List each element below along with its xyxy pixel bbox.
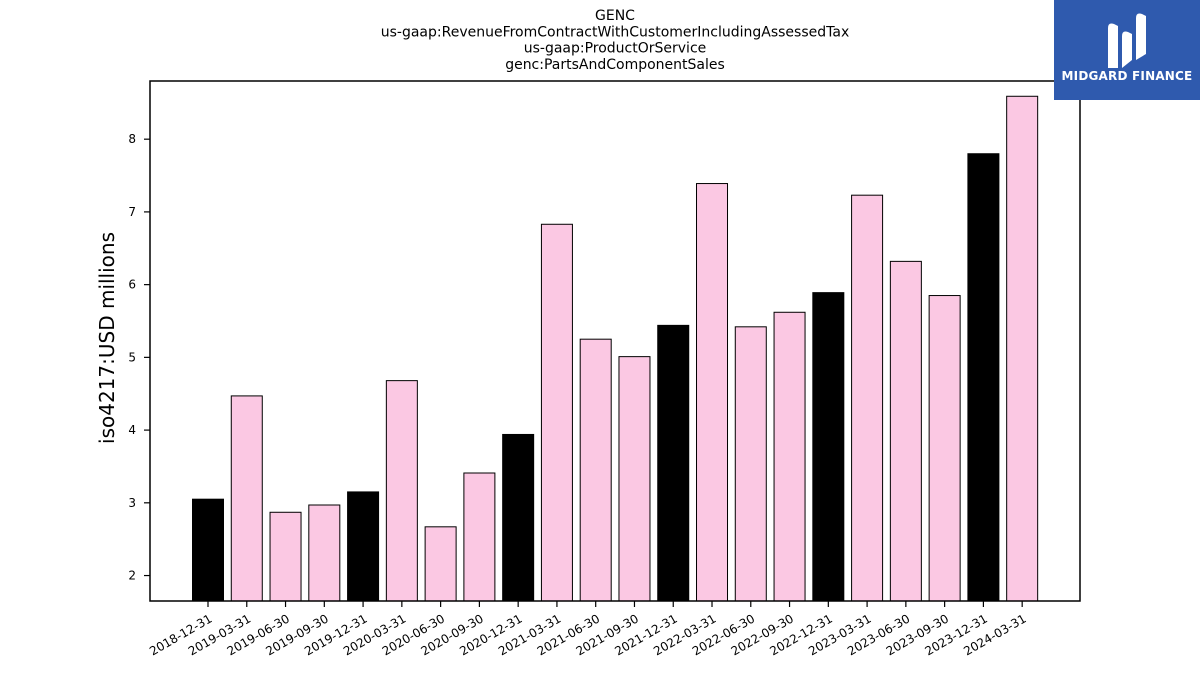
bar [230, 395, 263, 602]
bar [308, 504, 341, 602]
y-tick-label: 5 [128, 350, 136, 364]
bar [269, 511, 302, 602]
title-line: us-gaap:ProductOrService [524, 41, 707, 57]
bar [192, 498, 224, 602]
plot-frame [149, 80, 1081, 602]
bar [967, 153, 1000, 602]
bar [424, 526, 457, 602]
y-tick-label: 7 [128, 205, 136, 219]
bar [1006, 95, 1039, 602]
y-tick-label: 4 [128, 423, 136, 437]
bar [812, 292, 845, 602]
title-line: us-gaap:RevenueFromContractWithCustomerI… [381, 24, 850, 40]
bar [851, 194, 884, 602]
bar [347, 491, 380, 602]
bar [502, 433, 535, 602]
bar [540, 223, 573, 602]
y-tick-label: 2 [128, 569, 136, 583]
bar [889, 260, 922, 602]
title-line: GENC [595, 8, 635, 24]
chart-title: GENCus-gaap:RevenueFromContractWithCusto… [381, 8, 850, 73]
bar [385, 380, 418, 602]
y-tick-label: 8 [128, 132, 136, 146]
y-tick-label: 6 [128, 278, 136, 292]
title-line: genc:PartsAndComponentSales [505, 57, 725, 73]
logo-mark-icon [1108, 13, 1146, 68]
x-axis: 2018-12-312019-03-312019-06-302019-09-30… [147, 601, 1029, 658]
bar [696, 183, 729, 602]
bar [928, 295, 961, 602]
bar [773, 311, 806, 602]
bar [463, 472, 496, 602]
bar [618, 356, 651, 602]
bar [657, 324, 690, 602]
logo-text: MIDGARD FINANCE [1061, 69, 1193, 83]
y-tick-label: 3 [128, 496, 136, 510]
bars-group [192, 95, 1039, 602]
bar [734, 326, 767, 602]
company-logo: MIDGARD FINANCE [1054, 0, 1200, 100]
y-axis: 2 3 4 5 6 7 8 [128, 132, 150, 583]
y-axis-label: iso4217:USD millions [95, 232, 119, 444]
bar [579, 338, 612, 602]
